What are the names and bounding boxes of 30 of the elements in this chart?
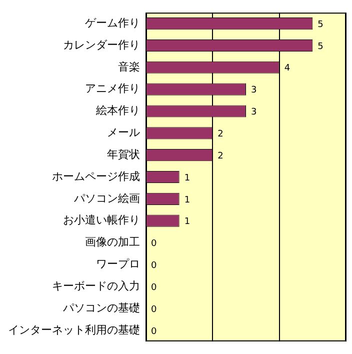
data-label: 0 [151, 304, 157, 315]
data-label: 1 [184, 217, 190, 228]
y-tick-label: インターネット利用の基礎 [8, 323, 140, 336]
y-tick-label: 音楽 [118, 60, 140, 74]
y-tick-label: ワープロ [96, 258, 140, 271]
data-label: 4 [284, 64, 290, 74]
y-tick-label: 画像の加工 [85, 236, 140, 249]
data-label: 0 [151, 282, 157, 293]
data-label: 5 [318, 42, 324, 52]
data-label: 2 [218, 151, 224, 162]
data-label: 0 [151, 326, 157, 337]
y-tick-label: パソコン絵画 [73, 192, 140, 205]
y-tick-label: パソコンの基礎 [62, 301, 140, 314]
data-label: 0 [151, 239, 157, 250]
data-label: 3 [251, 108, 257, 118]
y-tick-label: ゲーム作り [85, 16, 140, 30]
data-label: 0 [151, 261, 157, 272]
y-tick-label: お小遣い帳作り [63, 214, 140, 227]
y-tick-label: アニメ作り [85, 82, 140, 96]
data-label: 5 [318, 20, 324, 30]
y-tick-label: 絵本作り [95, 104, 140, 118]
y-tick-label: メール [107, 126, 140, 140]
y-tick-label: ホームページ作成 [52, 170, 140, 183]
data-label: 2 [218, 130, 224, 140]
data-label: 1 [184, 195, 190, 206]
y-tick-label: カレンダー作り [63, 38, 140, 52]
y-tick-label: 年賀状 [107, 148, 140, 161]
y-tick-label: キーボードの入力 [52, 279, 140, 292]
data-label: 1 [184, 173, 190, 184]
data-label: 3 [251, 86, 257, 96]
